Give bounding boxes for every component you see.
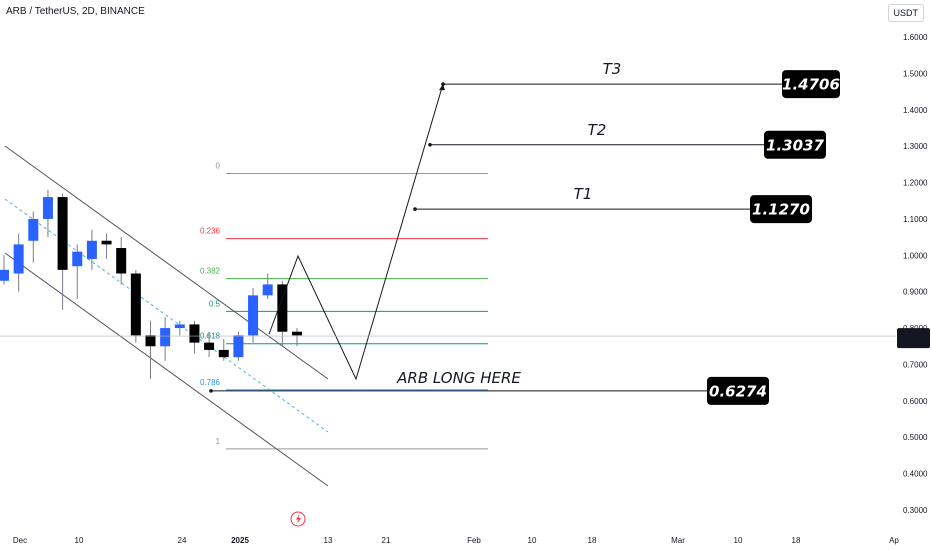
price-tick-label: 0.5000 — [903, 433, 928, 442]
price-tick-label: 0.7000 — [903, 360, 928, 369]
candle-body — [277, 284, 288, 332]
candle-body — [145, 335, 156, 347]
candle-body — [174, 324, 185, 329]
candle-body — [28, 218, 39, 241]
symbol-header: ARB / TetherUS, 2D, BINANCE — [6, 6, 145, 17]
entry-price-box[interactable] — [707, 376, 769, 405]
price-axis[interactable]: 1.6000 1.5000 1.4000 1.3000 1.2000 1.1000 1.00… — [0, 33, 930, 515]
target-price-value: 1.1270 — [752, 201, 810, 219]
target-price-box[interactable] — [764, 130, 826, 159]
target-label-t2: T2 — [588, 121, 607, 139]
entry-price-value: 0.6274 — [709, 382, 767, 400]
target-price-value: 1.4706 — [782, 76, 840, 94]
candle-body — [189, 324, 200, 343]
candle-body — [218, 349, 229, 358]
projection-zigzag — [268, 83, 444, 381]
candle-body — [13, 244, 24, 274]
candle-body — [204, 342, 215, 350]
channel-lower-line — [4, 252, 329, 487]
target-price-box[interactable] — [782, 70, 840, 99]
candle-body — [86, 240, 97, 259]
candle-body — [42, 197, 53, 219]
time-tick-label: 10 — [734, 536, 743, 545]
candle-body — [57, 197, 68, 270]
fib-level-label: 0.786 — [200, 378, 221, 387]
time-tick-label: 18 — [588, 536, 597, 545]
time-tick-label: 2025 — [231, 536, 249, 545]
price-tick-label: 1.0000 — [903, 251, 928, 260]
bar-countdown: 1d 8h — [900, 339, 920, 348]
candle-body — [160, 328, 171, 347]
current-price-value: 0.7780 — [900, 330, 925, 339]
target-levels: T3 1.4706 T2 1.3037 T1 1.1270 ARB LONG HERE 0.6… — [209, 60, 840, 405]
fib-level-label: 0.382 — [200, 267, 221, 276]
time-tick-label: Mar — [671, 536, 685, 545]
price-tick-label: 1.4000 — [903, 106, 928, 115]
channel-upper-line — [4, 145, 329, 380]
time-tick-label: 24 — [178, 536, 187, 545]
target-price-value: 1.3037 — [766, 136, 824, 154]
price-tick-label: 0.6000 — [903, 397, 928, 406]
candlestick-series — [0, 189, 302, 380]
price-tick-label: 0.3000 — [903, 506, 928, 515]
candle-body — [233, 335, 244, 358]
target-label-t3: T3 — [603, 60, 622, 78]
price-tick-label: 1.5000 — [903, 69, 928, 78]
time-tick-label: Dec — [13, 536, 27, 545]
time-tick-label: 13 — [324, 536, 333, 545]
currency-unit-button[interactable]: USDT — [887, 4, 924, 22]
candle-body — [262, 284, 273, 296]
fib-level-label: 1 — [216, 437, 221, 446]
price-tick-label: 1.6000 — [903, 33, 928, 42]
fib-level-label: 0.236 — [200, 227, 221, 236]
candle-body — [0, 269, 9, 281]
target-label-t1: T1 — [574, 185, 593, 203]
time-tick-label: 18 — [792, 536, 801, 545]
price-tick-label: 1.3000 — [903, 142, 928, 151]
price-tick-label: 0.4000 — [903, 470, 928, 479]
time-tick-label: Feb — [467, 536, 481, 545]
tradingview-flash-icon[interactable] — [290, 511, 306, 527]
fib-level-label: 0 — [216, 161, 221, 170]
target-price-box[interactable] — [750, 195, 812, 224]
time-tick-label: 10 — [528, 536, 537, 545]
current-price-badge[interactable] — [897, 328, 930, 349]
candle-body — [292, 331, 302, 336]
candle-body — [101, 240, 112, 245]
time-axis[interactable]: Dec 10 24 2025 13 21 Feb 10 18 Mar 10 18 Ap — [13, 536, 900, 545]
price-tick-label: 0.9000 — [903, 288, 928, 297]
candle-body — [116, 248, 127, 274]
price-tick-label: 1.2000 — [903, 179, 928, 188]
fib-level-label: 0.5 — [209, 299, 221, 308]
time-tick-label: 10 — [75, 536, 84, 545]
time-tick-label: Ap — [889, 536, 899, 545]
entry-label: ARB LONG HERE — [396, 369, 521, 387]
candle-body — [248, 295, 259, 336]
price-tick-label: 1.1000 — [903, 215, 928, 224]
candle-body — [130, 273, 141, 336]
candle-body — [72, 251, 83, 267]
time-tick-label: 21 — [382, 536, 391, 545]
